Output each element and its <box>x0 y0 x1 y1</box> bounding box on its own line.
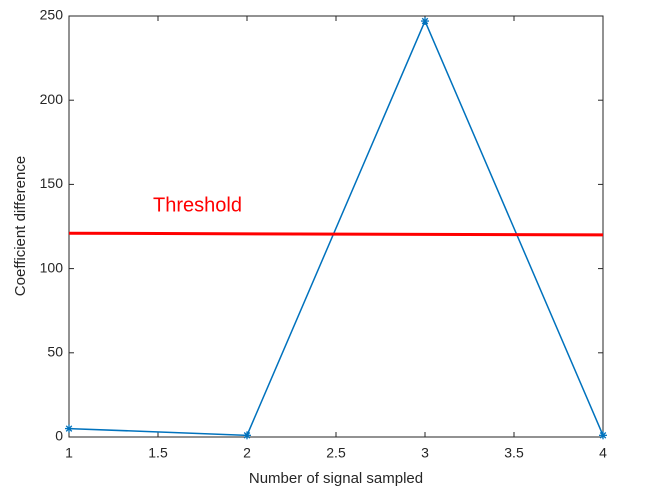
x-tick-label: 3.5 <box>504 445 524 461</box>
asterisk-stroke <box>65 425 73 432</box>
y-tick-label: 150 <box>40 175 64 191</box>
y-tick-label: 200 <box>40 91 64 107</box>
asterisk-marker <box>65 424 73 433</box>
y-tick-label: 0 <box>55 428 63 444</box>
threshold-line <box>68 231 604 237</box>
y-tick-label: 250 <box>40 7 64 23</box>
x-tick-label: 3 <box>421 445 429 461</box>
x-tick-label: 2 <box>243 445 251 461</box>
threshold-label: Threshold <box>153 194 242 216</box>
x-tick-label: 4 <box>599 445 607 461</box>
x-axis-label: Number of signal sampled <box>249 470 423 487</box>
asterisk-marker <box>243 431 251 440</box>
asterisk-stroke <box>599 432 607 439</box>
x-tick-label: 2.5 <box>326 445 346 461</box>
x-tick-label: 1.5 <box>148 445 168 461</box>
y-tick-label: 50 <box>47 344 63 360</box>
y-tick-label: 100 <box>40 259 64 275</box>
y-axis-label: Coefficient difference <box>12 156 29 296</box>
asterisk-marker <box>421 17 429 26</box>
x-tick-label: 1 <box>65 445 73 461</box>
asterisk-stroke <box>421 17 429 25</box>
series-line <box>68 19 604 437</box>
asterisk-marker <box>599 431 607 440</box>
asterisk-stroke <box>243 432 251 439</box>
